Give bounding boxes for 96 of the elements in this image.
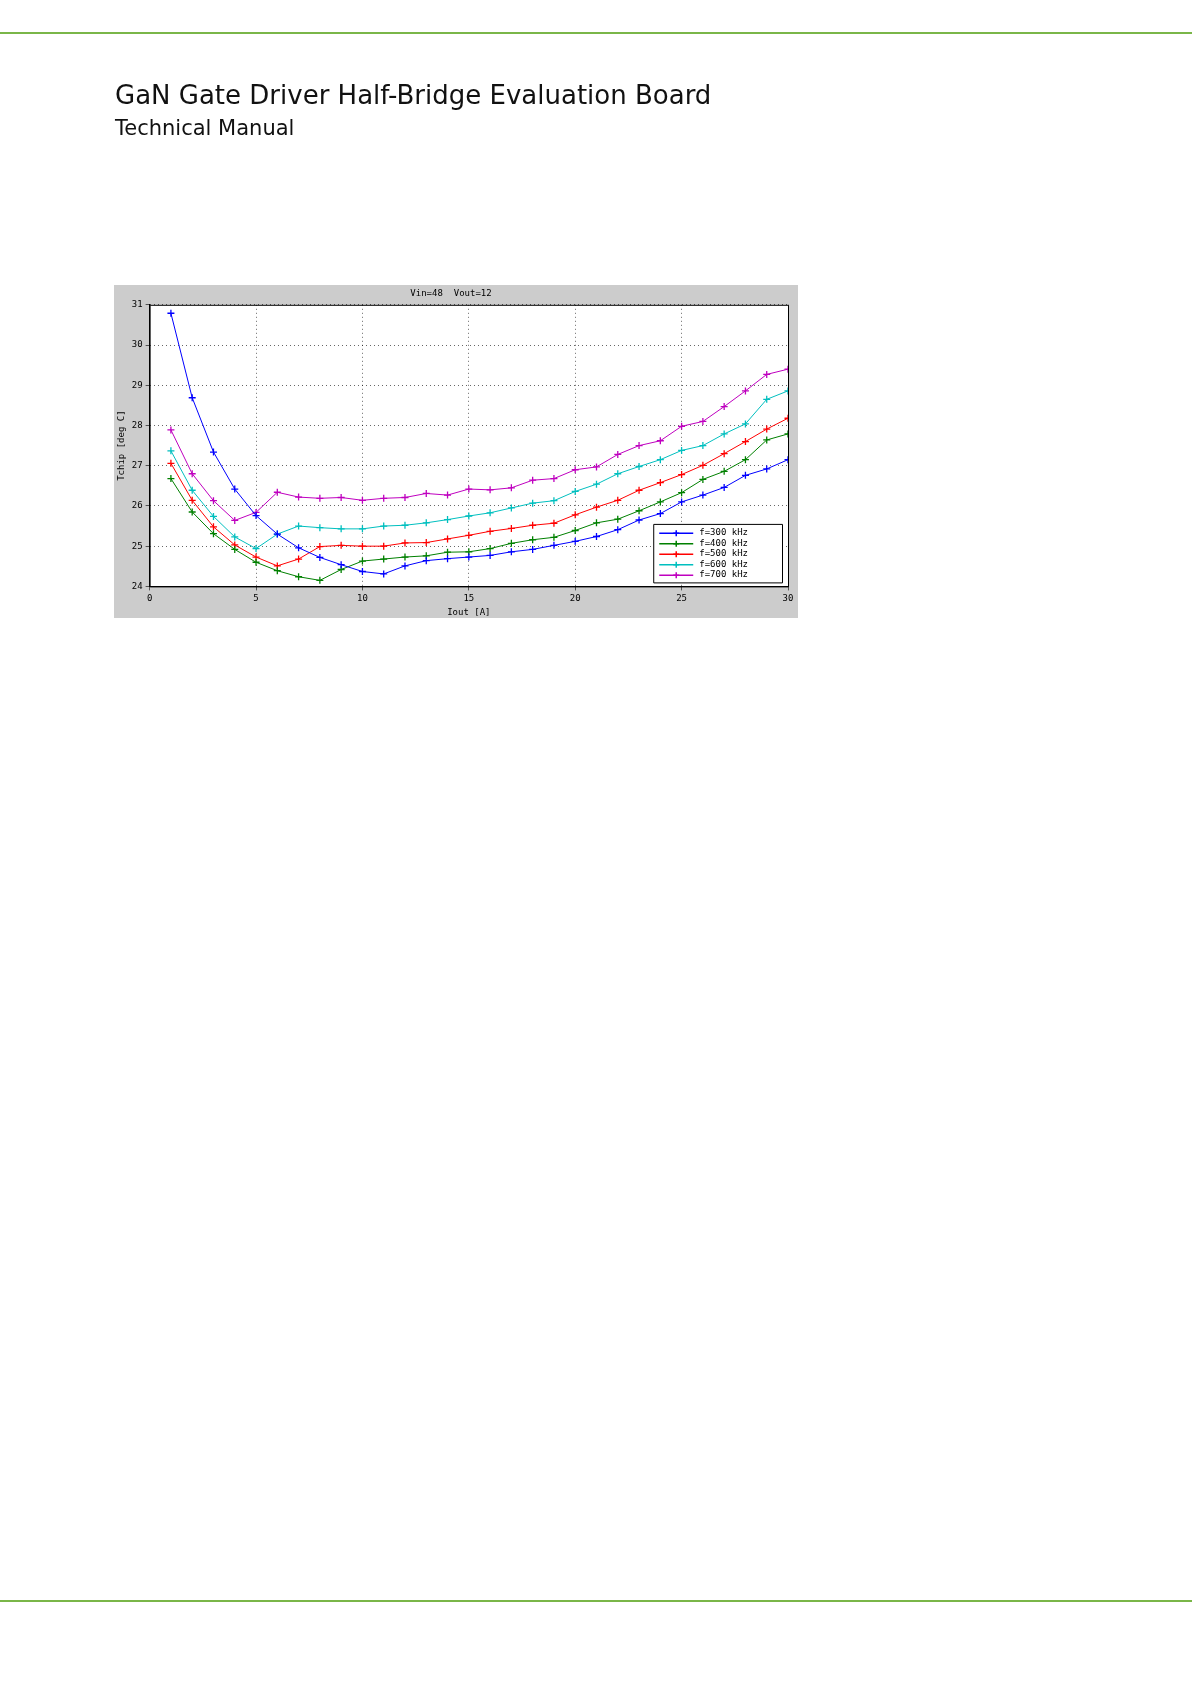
point: [485, 551, 495, 560]
point: [337, 541, 346, 550]
point: [294, 554, 303, 564]
point: [337, 493, 346, 502]
point: [400, 493, 410, 502]
point: [698, 490, 708, 500]
point: [379, 569, 388, 579]
point: [337, 560, 346, 569]
point: [677, 497, 686, 507]
point: [294, 521, 303, 531]
legend-label: f=300 kHz: [699, 527, 749, 538]
point: [698, 461, 708, 470]
point: [485, 527, 495, 536]
point: [251, 544, 261, 553]
point: [315, 553, 325, 562]
point: [485, 508, 495, 517]
point: [166, 446, 176, 455]
y-tick-label: 30: [131, 339, 143, 350]
y-tick-label: 26: [131, 500, 143, 511]
point: [528, 498, 537, 508]
point: [209, 522, 218, 532]
y-tick-label: 25: [131, 540, 143, 551]
point: [485, 544, 495, 553]
x-tick-label: 5: [253, 593, 259, 604]
point: [549, 474, 559, 483]
point: [741, 419, 750, 429]
point: [762, 435, 771, 445]
point: [379, 554, 388, 564]
point: [166, 425, 176, 435]
legend-label: f=400 kHz: [699, 537, 749, 548]
point: [400, 538, 410, 548]
x-tick-label: 20: [569, 593, 581, 604]
point: [464, 484, 473, 494]
point: [741, 386, 750, 396]
point: [464, 552, 473, 562]
point: [634, 486, 644, 495]
point: [251, 558, 261, 567]
point: [485, 485, 495, 494]
point: [358, 524, 367, 534]
x-tick-label: 15: [463, 593, 475, 604]
point: [400, 552, 410, 562]
point: [209, 447, 218, 457]
point: [166, 309, 176, 318]
point: [549, 533, 559, 542]
point: [188, 507, 197, 517]
legend-label: f=700 kHz: [699, 569, 749, 580]
x-axis-title: Iout [A]: [447, 606, 491, 617]
point: [762, 424, 771, 434]
chart-title: Vin=48 Vout=12: [410, 287, 492, 298]
point: [549, 519, 559, 528]
y-tick-label: 27: [131, 460, 143, 471]
text: Technical Manual: [115, 116, 295, 140]
point: [400, 561, 410, 571]
point: [720, 429, 729, 439]
y-tick-label: 24: [131, 580, 143, 591]
x-tick-label: 30: [782, 593, 794, 604]
point: [464, 511, 473, 521]
y-axis-title: Tchip [deg C]: [115, 410, 126, 481]
point: [443, 490, 452, 500]
point: [634, 462, 644, 471]
point: [762, 464, 771, 474]
point: [443, 534, 452, 544]
point: [230, 532, 239, 542]
point: [315, 542, 325, 551]
legend-label: f=500 kHz: [699, 548, 749, 559]
point: [315, 576, 325, 585]
point: [592, 462, 601, 472]
point: [549, 496, 559, 505]
point: [358, 556, 367, 566]
point: [549, 541, 559, 550]
x-tick-label: 25: [676, 593, 688, 604]
point: [400, 521, 410, 530]
y-tick-label: 31: [131, 299, 143, 310]
point: [294, 492, 303, 502]
point: [251, 552, 261, 562]
x-tick-label: 0: [146, 593, 153, 604]
point: [698, 441, 708, 450]
point: [634, 441, 644, 450]
point: [230, 484, 239, 494]
point: [166, 459, 176, 468]
y-tick-label: 28: [131, 419, 143, 430]
point: [656, 497, 665, 507]
text: GaN Gate Driver Half-Bridge Evaluation Board: [115, 80, 712, 110]
x-tick-label: 10: [357, 593, 368, 604]
point: [315, 494, 325, 503]
point: [698, 417, 708, 426]
point: [634, 515, 644, 525]
point: [698, 475, 708, 484]
point: [337, 524, 346, 534]
legend-label: f=600 kHz: [699, 558, 749, 569]
point: [315, 523, 325, 532]
point: [166, 474, 176, 483]
point: [507, 503, 516, 513]
point: [379, 521, 388, 531]
point: [634, 506, 644, 515]
y-tick-label: 29: [131, 379, 143, 390]
